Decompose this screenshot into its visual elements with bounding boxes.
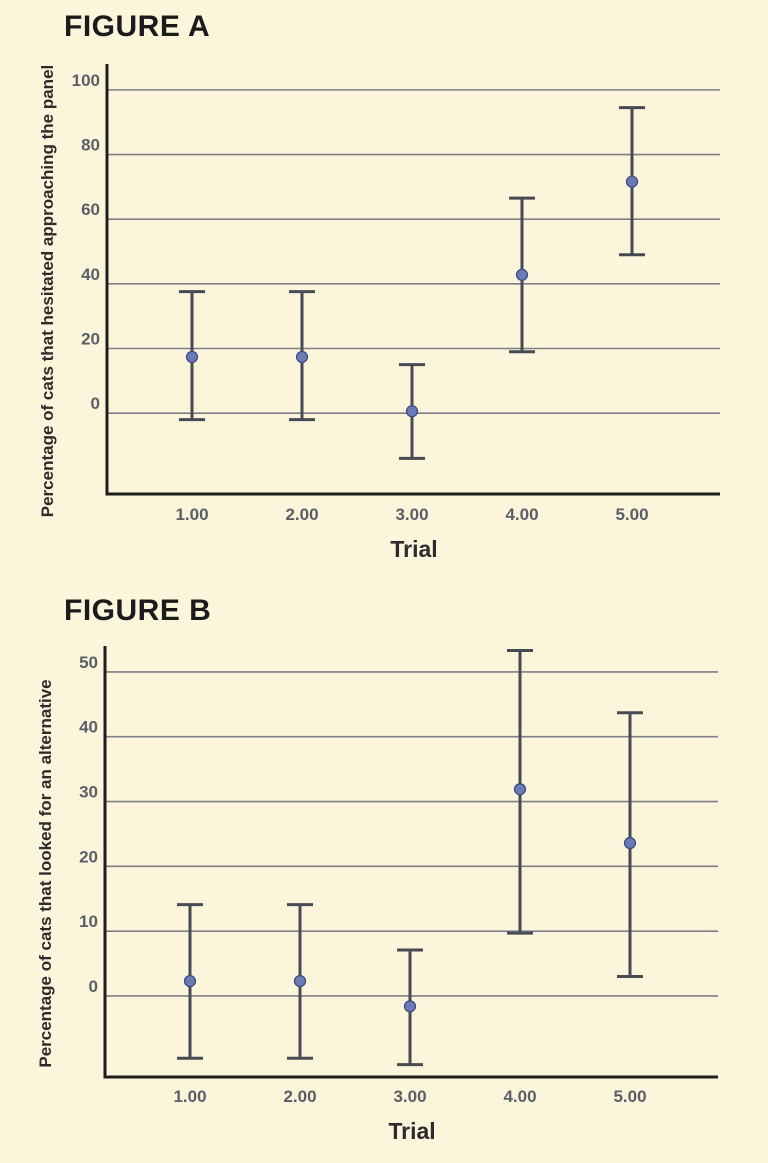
figure-a-title: FIGURE A xyxy=(64,10,211,43)
x-tick-label: 1.00 xyxy=(173,1087,206,1106)
figure-b-title: FIGURE B xyxy=(64,594,212,627)
x-axis-title: Trial xyxy=(388,1118,435,1144)
x-tick-label: 2.00 xyxy=(283,1087,316,1106)
y-tick-label: 10 xyxy=(79,912,98,931)
y-tick-label: 30 xyxy=(79,783,98,802)
y-tick-label: 60 xyxy=(81,200,100,219)
y-axis-title: Percentage of cats that looked for an al… xyxy=(36,679,55,1067)
data-point xyxy=(293,974,307,988)
y-tick-label: 0 xyxy=(91,394,100,413)
data-point xyxy=(295,350,309,364)
x-tick-label: 1.00 xyxy=(175,505,208,524)
y-axis-title: Percentage of cats that hesitated approa… xyxy=(38,65,57,518)
x-tick-label: 5.00 xyxy=(613,1087,646,1106)
x-tick-label: 4.00 xyxy=(503,1087,536,1106)
x-tick-label: 2.00 xyxy=(285,505,318,524)
data-point xyxy=(513,783,527,796)
data-point xyxy=(405,405,419,418)
figure-a-chart: 0 20 40 60 80 100 1.00 2.00 3.00 4.00 5.00 Trial Per… xyxy=(38,64,720,562)
x-tick-label: 4.00 xyxy=(505,505,538,524)
y-tick-label: 40 xyxy=(81,265,100,284)
y-tick-label: 80 xyxy=(81,136,100,155)
data-point xyxy=(185,350,199,364)
y-tick-label: 40 xyxy=(79,718,98,737)
x-axis-title: Trial xyxy=(390,536,437,562)
data-point xyxy=(515,268,529,281)
y-tick-label: 20 xyxy=(81,330,100,349)
data-point xyxy=(625,175,639,188)
y-tick-label: 100 xyxy=(72,71,100,90)
y-tick-label: 0 xyxy=(89,977,98,996)
x-tick-label: 3.00 xyxy=(393,1087,426,1106)
x-tick-label: 5.00 xyxy=(615,505,648,524)
data-point xyxy=(623,836,637,850)
data-point xyxy=(183,974,197,988)
figure-b-chart: 0 10 20 30 40 50 1.00 2.00 3.00 4.00 5.00 Trial Perc… xyxy=(36,646,718,1144)
y-tick-label: 50 xyxy=(79,653,98,672)
x-tick-label: 3.00 xyxy=(395,505,428,524)
data-point xyxy=(403,1000,417,1013)
y-tick-label: 20 xyxy=(79,847,98,866)
